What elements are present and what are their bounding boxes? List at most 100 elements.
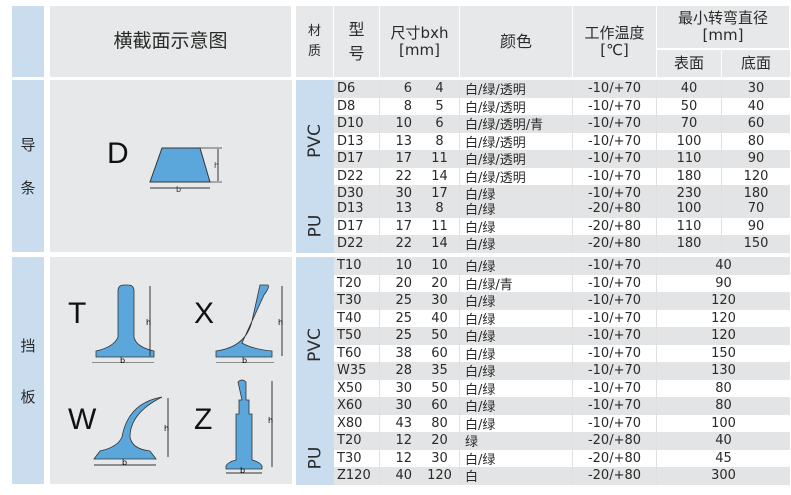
cell-temperature: -10/+70	[573, 80, 657, 98]
cell-width-b: 43	[395, 415, 412, 431]
material-label-pvc: PVC	[296, 257, 334, 432]
cell-model: D17	[334, 150, 380, 168]
color-header: 颜色	[460, 6, 573, 77]
baffle-label-2: 板	[20, 387, 36, 406]
material-text: PU	[304, 214, 325, 238]
cell-color: 白/绿	[460, 309, 573, 328]
cell-bend-diameter: 300	[711, 468, 736, 484]
header-corner	[12, 6, 44, 77]
cell-bend-surface: 70	[657, 115, 722, 133]
cell-model: W35	[334, 362, 380, 380]
cell-temperature: -20/+80	[573, 217, 657, 235]
cell-width-b: 20	[395, 275, 412, 291]
cell-model: T40	[334, 309, 380, 327]
z-profile-icon: h b	[225, 379, 273, 475]
cell-height-h: 30	[420, 292, 460, 310]
cell-bend-surface: 100	[657, 132, 722, 150]
cell-height-h: 14	[420, 235, 460, 253]
temp-header: 工作温度 [℃]	[573, 6, 657, 77]
material-text: PVC	[304, 327, 325, 362]
bend-header: 最小转弯直径 [mm]	[657, 6, 790, 49]
cell-width-b: 30	[395, 186, 412, 202]
cell-color: 白/绿	[460, 185, 573, 203]
d-profile-icon: h b	[149, 147, 222, 194]
cell-bend-surface: 180	[657, 167, 722, 185]
shape-letter-w: W	[68, 403, 97, 436]
cell-width-b: 17	[395, 218, 412, 234]
cell-bend-bottom: 180	[743, 186, 769, 202]
cell-bend-diameter: 130	[711, 363, 736, 379]
table-row: D13 13 8 白/绿/透明 -10/+70 100 80	[334, 132, 790, 151]
cell-color: 白/绿/透明	[460, 80, 573, 98]
cell-model: D13	[334, 200, 380, 218]
cell-color: 白/绿	[460, 449, 573, 468]
figure-header: 横截面示意图	[50, 6, 292, 77]
cell-color: 白	[460, 467, 573, 485]
cell-height-h: 40	[420, 309, 460, 327]
cell-temperature: -10/+70	[573, 115, 657, 133]
surface-header: 表面	[657, 50, 722, 77]
cell-width-b: 40	[395, 468, 412, 484]
cell-height-h: 20	[420, 274, 460, 292]
cell-temperature: -20/+80	[573, 432, 657, 450]
cell-color: 白/绿/青	[460, 274, 573, 293]
table-row: T40 25 40 白/绿 -10/+70 120	[334, 309, 790, 328]
cell-bend-diameter: 120	[711, 293, 736, 309]
cell-bend-bottom: 120	[743, 168, 769, 184]
material-label-pvc: PVC	[296, 80, 334, 203]
cell-height-h: 17	[420, 185, 460, 203]
table-row: D17 17 11 白/绿/透明 -10/+70 110 90	[334, 150, 790, 168]
svg-text:h: h	[268, 416, 273, 425]
cell-height-h: 8	[420, 132, 460, 150]
cell-width-b: 8	[403, 98, 412, 114]
cell-bend-diameter: 40	[715, 433, 732, 449]
svg-text:h: h	[164, 424, 169, 433]
cell-bend-bottom: 150	[743, 236, 769, 252]
cell-model: T20	[334, 432, 380, 450]
cell-temperature: -10/+70	[573, 397, 657, 415]
cell-width-b: 12	[395, 433, 412, 449]
table-row: T20 20 20 白/绿/青 -10/+70 90	[334, 274, 790, 293]
cell-model: D10	[334, 115, 380, 133]
cell-height-h: 30	[420, 449, 460, 467]
table-row: Z120 40 120 白 -20/+80 300	[334, 467, 790, 485]
cell-height-h: 60	[420, 344, 460, 362]
cell-temperature: -10/+70	[573, 292, 657, 310]
baffle-label-1: 挡	[20, 336, 36, 355]
cell-model: T30	[334, 292, 380, 310]
cell-model: T50	[334, 327, 380, 345]
cell-model: D13	[334, 132, 380, 150]
cell-temperature: -20/+80	[573, 200, 657, 218]
cell-width-b: 6	[403, 81, 412, 97]
table-row: D6 6 4 白/绿/透明 -10/+70 40 30	[334, 80, 790, 98]
cell-height-h: 8	[420, 200, 460, 218]
cell-temperature: -20/+80	[573, 235, 657, 253]
table-row: W35 28 35 白/绿 -10/+70 130	[334, 362, 790, 380]
bottom-header: 底面	[722, 50, 790, 77]
cell-bend-diameter: 40	[715, 258, 732, 274]
cell-model: D30	[334, 185, 380, 203]
cell-temperature: -10/+70	[573, 257, 657, 275]
cell-color: 白/绿	[460, 397, 573, 415]
table-row: D30 30 17 白/绿 -10/+70 230 180	[334, 185, 790, 203]
cell-model: X60	[334, 397, 380, 415]
cell-bend-surface: 110	[657, 150, 722, 168]
cell-bend-bottom: 90	[747, 218, 765, 234]
shape-letter-z: Z	[194, 403, 213, 436]
cell-height-h: 35	[420, 362, 460, 380]
cell-bend-bottom: 30	[747, 81, 765, 97]
cell-bend-bottom: 40	[747, 98, 765, 114]
cell-color: 白/绿	[460, 217, 573, 236]
cell-width-b: 22	[395, 236, 412, 252]
svg-text:h: h	[214, 161, 219, 170]
cell-temperature: -10/+70	[573, 327, 657, 345]
table-row: X60 30 60 白/绿 -10/+70 80	[334, 397, 790, 415]
guide-label-2: 条	[20, 179, 36, 197]
cell-bend-bottom: 70	[747, 201, 765, 217]
material-header: 材质	[296, 6, 334, 77]
svg-text:b: b	[242, 356, 247, 363]
cell-bend-surface: 180	[657, 235, 722, 253]
cell-bend-bottom: 80	[747, 133, 765, 149]
cell-temperature: -10/+70	[573, 344, 657, 362]
cell-color: 白/绿	[460, 257, 573, 275]
